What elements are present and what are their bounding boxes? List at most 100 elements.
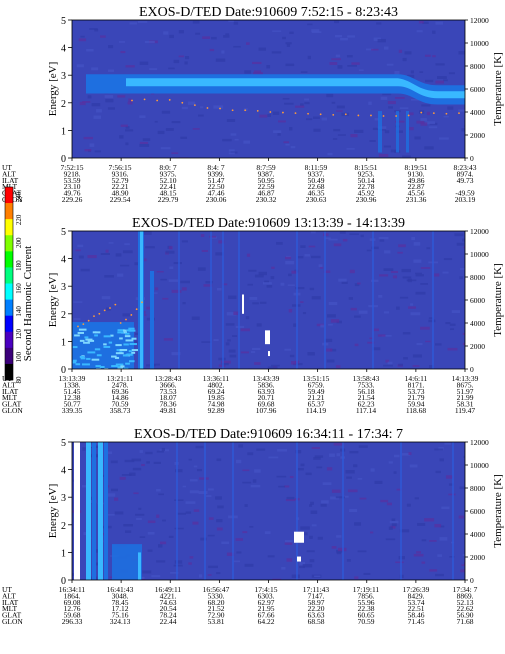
burst-column-core [140,231,143,369]
y2-tick-label: 8000 [470,484,485,493]
orbit-table-cell: 49.76 [64,189,81,198]
spectrogram-streak [222,231,224,369]
y2-tick-label: 10000 [470,39,489,48]
orbit-table-cell: 7:56:15 [109,163,132,172]
orbit-table-cell: 4221. [160,591,177,600]
spectrogram-streak [406,111,409,153]
orbit-table-cell: 70.59 [112,400,129,409]
orbit-table-cell: 56.18 [358,387,375,396]
orbit-table-cell: 48.15 [160,189,177,198]
y-tick-label: 4 [61,466,66,477]
colorbar-segment [5,267,13,284]
chart-title: EXOS-D/TED Date:910609 16:34:11 - 17:34:… [134,427,403,442]
orbit-table-cell: 22.51 [408,604,425,613]
orbit-table-cell: 6303. [258,591,275,600]
orbit-table-cell: 8675. [457,380,474,389]
temperature-point [319,113,322,116]
orbit-table-cell: 20.71 [258,393,275,402]
temperature-point [143,98,146,101]
y2-tick-label: 6000 [470,296,485,305]
temperature-point [382,115,385,117]
orbit-table-cell: 45.92 [358,189,375,198]
orbit-table-cell: 50.77 [64,400,81,409]
orbit-table-cell: 78.36 [160,400,177,409]
orbit-table-cell: 63.63 [308,611,325,620]
orbit-table-cell: 7147. [308,591,325,600]
orbit-table-cell: 22.59 [258,182,275,191]
temperature-point [206,107,209,109]
orbit-table-cell: 13:58:43 [353,374,380,383]
temperature-point [156,99,159,102]
orbit-table-cell: 50.49 [308,176,325,185]
orbit-table-cell: 7856. [358,591,375,600]
orbit-table-cell: 12.38 [64,393,81,402]
y-tick-label: 1 [61,126,66,137]
orbit-table-cell: 23.10 [64,182,81,191]
temperature-point [420,111,423,114]
orbit-table-cell: 13:36:11 [203,374,230,383]
spectrogram-streak [378,111,382,153]
orbit-table-cell: 13:21:11 [107,374,134,383]
temperature-point [395,115,398,117]
orbit-table-cell: 5330. [208,591,225,600]
temperature-point [244,109,247,112]
colorbar-segment [5,283,13,300]
orbit-table-cell: 22.41 [160,182,177,191]
temperature-point [357,114,360,117]
orbit-table-cell: 12.76 [64,604,81,613]
orbit-table-cell: 203.19 [455,195,476,204]
low-energy-region [112,544,142,580]
orbit-table-cell: 9130. [408,169,425,178]
orbit-table-cell: 75.16 [112,611,129,620]
orbit-table-cell: 231.36 [406,195,427,204]
orbit-table-cell: 48.90 [112,189,129,198]
temperature-point [125,318,127,321]
chart-title: EXOS-D/TED Date:910609 13:13:39 - 14:13:… [132,216,405,231]
orbit-row-label: GLAT [2,611,22,620]
colorbar-segment [5,331,13,349]
orbit-table-cell: 59.49 [308,387,325,396]
orbit-table-cell: 53.73 [408,387,425,396]
y-axis-label: Energy [eV] [47,62,59,116]
y-tick-label: 1 [61,337,66,348]
orbit-table-cell: 119.47 [455,406,476,415]
orbit-table-cell: 22.50 [208,182,225,191]
orbit-table-cell: 59.94 [408,400,425,409]
orbit-row-label: GLON [2,617,23,626]
orbit-table-cell: 17:26:39 [403,585,430,594]
orbit-table-cell: 22.62 [457,604,474,613]
orbit-table-cell: 229.54 [110,195,131,204]
burst-column [104,442,108,580]
orbit-table-cell: 18.07 [160,393,177,402]
orbit-table-cell: 20.54 [160,604,177,613]
orbit-table-cell: 69.36 [112,387,129,396]
energy-band-core [126,78,465,99]
temperature-point [193,104,196,106]
y-tick-label: 2 [61,521,66,532]
orbit-table-cell: 17:34: 7 [453,585,478,594]
orbit-table-cell: 8869. [457,591,474,600]
spectrogram-texture [72,442,465,580]
spectrogram-texture [76,20,465,158]
orbit-table-cell: 22.44 [160,617,177,626]
orbit-table-cell: 65.37 [308,400,325,409]
orbit-table-cell: 53.59 [64,176,81,185]
y2-tick-label: 4000 [470,108,485,117]
panel-3: 0 1 2 3 4 5 0 2000 4000 6000 8000 10000 12000 EXOS-D/… [2,427,504,626]
y2-tick-label: 12000 [470,438,489,447]
y2-tick-label: 0 [470,154,474,163]
temperature-point [231,109,234,112]
orbit-table-cell: 358.73 [110,406,131,415]
orbit-table-cell: 9387. [258,169,275,178]
burst-column [150,271,154,369]
y-tick-label: 0 [61,576,66,587]
orbit-table-cell: 9253. [358,169,375,178]
y2-tick-label: 10000 [470,250,489,259]
orbit-table-cell: 78.45 [112,598,129,607]
orbit-row-label: MLT [2,393,18,402]
orbit-table-cell: 230.32 [256,195,277,204]
panel-2: 0 1 2 3 4 5 0 2000 4000 6000 8000 10000 12000 EXOS-D/… [2,216,504,415]
colorbar-segment [5,219,13,236]
orbit-table-cell: 17:4:15 [255,585,278,594]
